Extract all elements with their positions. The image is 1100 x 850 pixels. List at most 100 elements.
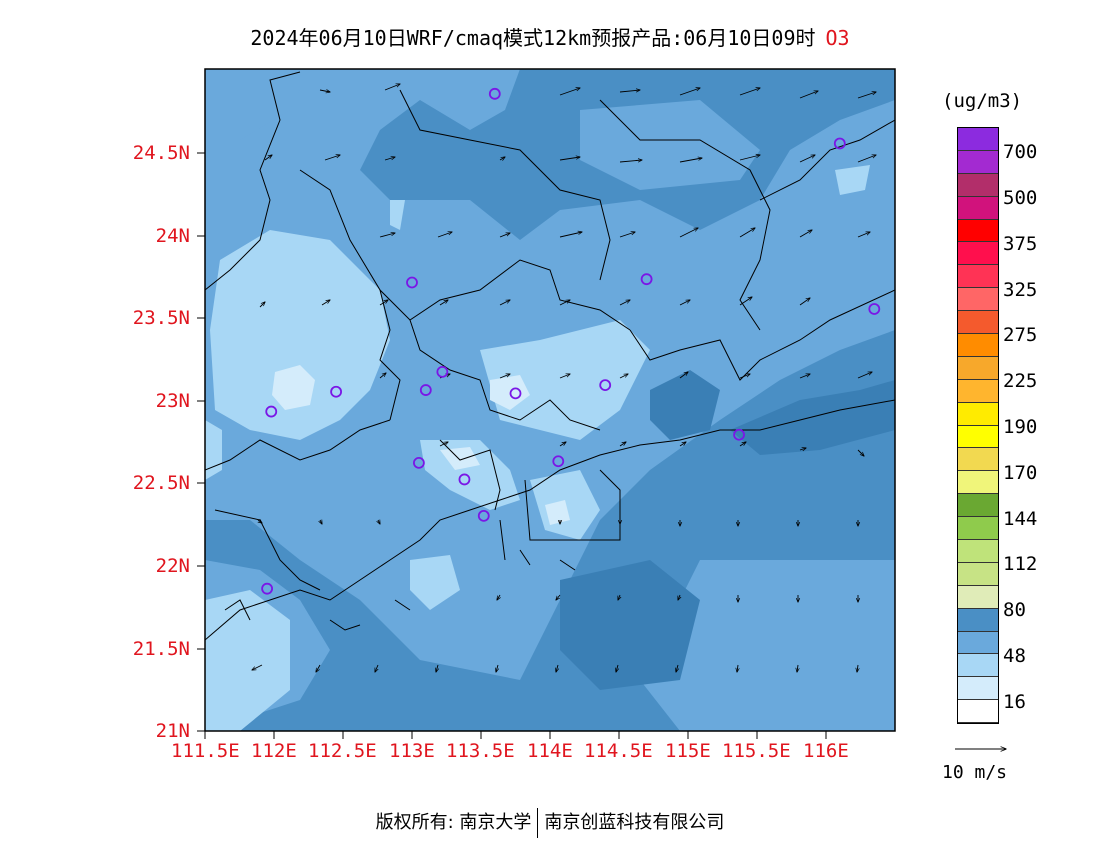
colorbar-label-112: 112 [1003,553,1038,575]
colorbar-swatch-16 [958,471,998,495]
colorbar-swatch-10 [958,334,998,357]
lon-label-114e: 114E [527,740,573,762]
colorbar-label-700: 700 [1003,141,1038,163]
colorbar-swatch-15 [958,448,998,472]
colorbar-swatch-13 [958,402,998,426]
colorbar-swatch-21 [958,585,998,609]
colorbar-swatch-5 [958,219,998,243]
lon-label-112-5e: 112.5E [308,740,377,762]
station-marker-15 [733,428,745,441]
colorbar-label-170: 170 [1003,462,1038,484]
colorbar-swatch-24 [958,654,998,678]
colorbar-swatch-17 [958,494,998,518]
colorbar-swatch-1 [958,128,998,151]
station-marker-10 [599,379,612,392]
station-marker-13 [458,473,471,486]
lon-label-115-5e: 115.5E [722,740,791,762]
boundary-lines [205,71,895,641]
colorbar [957,127,999,725]
colorbar-swatch-6 [958,242,998,266]
field-dark-e [650,370,720,440]
station-marker-9 [509,387,522,400]
lat-label-21-5n: 21.5N [132,638,190,660]
concentration-field [205,69,895,731]
unit-label: (ug/m3) [942,90,1023,112]
field-lighter-hk [545,500,570,525]
lat-label-24n: 24N [155,225,190,247]
colorbar-swatch-3 [958,173,998,197]
field-mid-se [640,560,895,731]
field-light-w [210,230,390,440]
station-marker-1 [488,87,501,100]
copyright-owner: 版权所有: 南京大学 [375,812,532,833]
station-marker-11 [265,405,278,418]
lat-label-21n: 21N [155,720,190,742]
station-marker-6 [330,385,343,398]
station-marker-12 [412,456,425,469]
species-label: O3 [825,26,850,50]
copyright-company: 南京创蓝科技有限公司 [544,812,725,833]
station-marker-4 [640,273,653,286]
lat-label-24-5n: 24.5N [132,142,190,164]
station-marker-5 [868,303,881,315]
station-marker-16 [477,509,490,522]
lon-label-115e: 115E [665,740,711,762]
reference-wind-label: 10 m/s [942,762,1008,783]
colorbar-swatch-20 [958,562,998,586]
wind-vectors [252,84,876,672]
colorbar-label-375: 375 [1003,233,1038,255]
field-light-edge [205,420,222,480]
colorbar-swatch-2 [958,150,998,174]
reference-wind-arrow [955,741,1010,757]
lat-label-23-5n: 23.5N [132,307,190,329]
colorbar-swatch-26 [958,700,998,724]
lon-ticks [204,731,827,739]
colorbar-label-275: 275 [1003,324,1038,346]
colorbar-label-144: 144 [1003,508,1038,530]
colorbar-label-500: 500 [1003,187,1038,209]
lat-label-23n: 23N [155,390,190,412]
lon-label-113e: 113E [389,740,435,762]
copyright-footer: 版权所有: 南京大学 南京创蓝科技有限公司 [0,808,1100,838]
field-lighter-prd [440,447,480,470]
colorbar-label-225: 225 [1003,370,1038,392]
colorbar-label-48: 48 [1003,645,1026,667]
colorbar-swatch-7 [958,265,998,289]
colorbar-swatch-11 [958,356,998,380]
colorbar-swatch-22 [958,608,998,632]
lon-label-116e: 116E [803,740,849,762]
footer-divider [537,808,539,838]
colorbar-swatch-18 [958,517,998,541]
title-text: 2024年06月10日WRF/cmaq模式12km预报产品:06月10日09时 [250,26,816,50]
field-mid-n [580,100,760,190]
colorbar-swatch-23 [958,631,998,655]
lat-ticks [197,152,205,732]
lon-label-111-5e: 111.5E [171,740,240,762]
station-marker-17 [261,582,274,595]
colorbar-label-80: 80 [1003,599,1026,621]
colorbar-swatch-12 [958,379,998,403]
colorbar-label-325: 325 [1003,279,1038,301]
colorbar-swatch-14 [958,425,998,449]
colorbar-swatch-8 [958,288,998,312]
field-light-sw [205,590,290,731]
colorbar-swatch-4 [958,196,998,220]
lon-label-114-5e: 114.5E [584,740,653,762]
colorbar-swatch-19 [958,540,998,563]
field-dark-coast [730,380,895,455]
field-light-ne [835,165,870,195]
lon-label-112e: 112E [251,740,297,762]
station-marker-2 [833,137,846,150]
lat-label-22n: 22N [155,555,190,577]
map-title: 2024年06月10日WRF/cmaq模式12km预报产品:06月10日09时 O… [0,22,1100,51]
station-marker-14 [552,455,565,468]
field-light-c [480,320,650,440]
station-marker-7 [436,365,449,378]
colorbar-label-16: 16 [1003,691,1026,713]
station-marker-8 [419,384,432,396]
colorbar-swatch-9 [958,311,998,335]
field-light-prd [420,440,520,510]
colorbar-swatch-25 [958,677,998,701]
monitoring-stations [261,87,881,595]
